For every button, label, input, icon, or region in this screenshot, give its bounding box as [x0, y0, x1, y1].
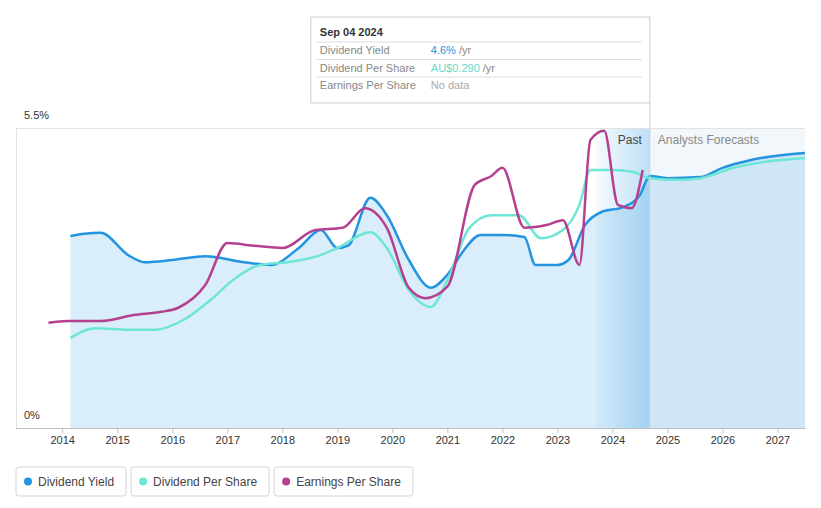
legend-item[interactable]: Dividend Per Share	[131, 467, 269, 496]
x-tick-label: 2017	[216, 434, 240, 446]
x-tick: 2014	[50, 428, 74, 446]
tooltip-title: Sep 04 2024	[320, 26, 384, 38]
grid-line	[16, 428, 805, 429]
y-tick: 5.5%	[16, 109, 805, 128]
x-tick-mark	[667, 428, 668, 433]
legend-label: Dividend Per Share	[153, 475, 257, 489]
tooltip-unit: /yr	[459, 44, 472, 56]
x-tick-mark	[612, 428, 613, 433]
x-tick: 2023	[546, 428, 570, 446]
y-tick-label: 5.5%	[24, 109, 49, 121]
tooltip-label: Dividend Yield	[320, 44, 390, 56]
x-tick-label: 2020	[381, 434, 405, 446]
x-tick: 2017	[216, 428, 240, 446]
x-tick-label: 2026	[711, 434, 735, 446]
x-tick-label: 2021	[436, 434, 460, 446]
series-line	[48, 131, 642, 323]
x-tick-mark	[172, 428, 173, 433]
x-tick: 2022	[491, 428, 515, 446]
x-axis-line	[17, 428, 806, 429]
x-tick: 2020	[381, 428, 405, 446]
series-line	[70, 153, 805, 288]
hover-line	[649, 103, 650, 428]
x-tick: 2018	[271, 428, 295, 446]
plot	[48, 131, 805, 428]
x-tick-mark	[777, 428, 778, 433]
x-tick-mark	[392, 428, 393, 433]
legend-label: Earnings Per Share	[296, 475, 401, 489]
x-tick-label: 2015	[105, 434, 129, 446]
y-tick-label: 0%	[24, 409, 40, 421]
x-tick-label: 2018	[271, 434, 295, 446]
region-label: Analysts Forecasts	[658, 133, 759, 147]
tooltip-value: 4.6%	[431, 44, 456, 56]
chart: 0%5.5%2014201520162017201820192020202120…	[0, 0, 821, 508]
x-tick-mark	[722, 428, 723, 433]
x-tick-label: 2023	[546, 434, 570, 446]
tooltip-label: Dividend Per Share	[320, 62, 415, 74]
x-tick-mark	[62, 428, 63, 433]
series-area	[70, 153, 805, 428]
tooltip-separator	[317, 59, 642, 60]
tooltip-separator	[317, 77, 642, 78]
legend-box[interactable]	[274, 467, 413, 496]
tooltip-box	[311, 17, 650, 103]
x-axis: 2014 2015 2016 2017 2018 2019 2020 2021 2022 2023…	[17, 428, 806, 446]
tooltip-unit: /yr	[483, 62, 496, 74]
region-label: Past	[618, 133, 643, 147]
tooltip: Sep 04 2024Dividend Yield4.6%/yrDividend…	[311, 17, 650, 103]
x-tick-mark	[502, 428, 503, 433]
y-axis: 0% 5.5%	[16, 109, 805, 428]
x-tick-label: 2022	[491, 434, 515, 446]
x-tick: 2025	[656, 428, 680, 446]
tooltip-value: No data	[431, 79, 470, 91]
x-tick-mark	[282, 428, 283, 433]
legend-swatch	[282, 478, 290, 486]
x-tick-label: 2027	[766, 434, 790, 446]
x-tick-mark	[557, 428, 558, 433]
legend-box[interactable]	[16, 467, 126, 496]
legend-item[interactable]: Earnings Per Share	[274, 467, 413, 496]
x-tick: 2019	[326, 428, 350, 446]
x-tick: 2021	[436, 428, 460, 446]
legend-box[interactable]	[131, 467, 269, 496]
legend: Dividend Yield Dividend Per Share Earnings…	[16, 467, 413, 496]
x-tick-mark	[227, 428, 228, 433]
series-line	[70, 158, 805, 338]
x-tick: 2016	[161, 428, 185, 446]
x-tick: 2024	[601, 428, 625, 446]
x-tick: 2027	[766, 428, 790, 446]
x-tick-label: 2025	[656, 434, 680, 446]
x-tick-mark	[447, 428, 448, 433]
legend-swatch	[24, 478, 32, 486]
tooltip-separator	[317, 42, 642, 43]
x-tick-mark	[337, 428, 338, 433]
x-tick-label: 2019	[326, 434, 350, 446]
x-tick-mark	[117, 428, 118, 433]
legend-item[interactable]: Dividend Yield	[16, 467, 126, 496]
legend-label: Dividend Yield	[38, 475, 114, 489]
x-tick-label: 2014	[50, 434, 74, 446]
y-axis-line	[16, 129, 17, 429]
x-tick: 2026	[711, 428, 735, 446]
x-tick-label: 2016	[161, 434, 185, 446]
tooltip-value: AU$0.290	[431, 62, 480, 74]
legend-swatch	[139, 478, 147, 486]
x-tick: 2015	[105, 428, 129, 446]
grid-line	[16, 128, 805, 129]
tooltip-label: Earnings Per Share	[320, 79, 416, 91]
x-tick-label: 2024	[601, 434, 625, 446]
